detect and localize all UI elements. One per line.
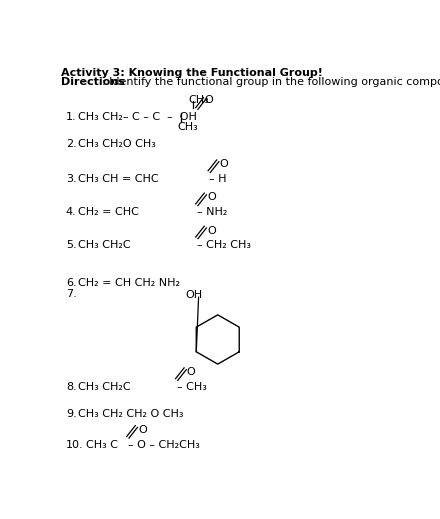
Text: 4.: 4. <box>66 207 77 217</box>
Text: – NH₂: – NH₂ <box>197 207 227 217</box>
Text: Directions: Directions <box>61 77 125 87</box>
Text: O: O <box>219 159 228 169</box>
Text: CH₃: CH₃ <box>177 122 198 132</box>
Text: – H: – H <box>209 174 227 184</box>
Text: 3.: 3. <box>66 174 77 184</box>
Text: : Identify the functional group in the following organic compounds:: : Identify the functional group in the f… <box>102 77 440 87</box>
Text: CH₂ = CH CH₂ NH₂: CH₂ = CH CH₂ NH₂ <box>78 278 180 288</box>
Text: – O – CH₂CH₃: – O – CH₂CH₃ <box>128 440 200 449</box>
Text: CH₃ CH₂– C – C  –  OH: CH₃ CH₂– C – C – OH <box>78 112 197 122</box>
Text: CH₃ CH₂C: CH₃ CH₂C <box>78 382 131 392</box>
Text: 10.: 10. <box>66 440 84 449</box>
Text: CH₃ CH₂C: CH₃ CH₂C <box>78 240 131 250</box>
Text: Activity 3: Knowing the Functional Group!: Activity 3: Knowing the Functional Group… <box>61 69 323 78</box>
Text: OH: OH <box>185 290 202 300</box>
Text: CH₂ = CHC: CH₂ = CHC <box>78 207 139 217</box>
Text: 9.: 9. <box>66 409 77 419</box>
Text: O: O <box>138 425 147 435</box>
Text: 1.: 1. <box>66 112 77 122</box>
Text: 6.: 6. <box>66 278 77 288</box>
Text: O: O <box>205 94 213 105</box>
Text: CH₃ CH = CHC: CH₃ CH = CHC <box>78 174 159 184</box>
Text: 5.: 5. <box>66 240 77 250</box>
Text: 8.: 8. <box>66 382 77 392</box>
Text: 7.: 7. <box>66 289 77 298</box>
Text: O: O <box>207 193 216 202</box>
Text: CH₃ CH₂ CH₂ O CH₃: CH₃ CH₂ CH₂ O CH₃ <box>78 409 184 419</box>
Text: – CH₂ CH₃: – CH₂ CH₃ <box>197 240 251 250</box>
Text: 2.: 2. <box>66 139 77 149</box>
Text: O: O <box>187 367 195 377</box>
Text: – CH₃: – CH₃ <box>177 382 206 392</box>
Text: O: O <box>207 226 216 236</box>
Text: CH₃ C: CH₃ C <box>86 440 118 449</box>
Text: CH₃ CH₂O CH₃: CH₃ CH₂O CH₃ <box>78 139 156 149</box>
Text: CH₃: CH₃ <box>188 94 209 105</box>
